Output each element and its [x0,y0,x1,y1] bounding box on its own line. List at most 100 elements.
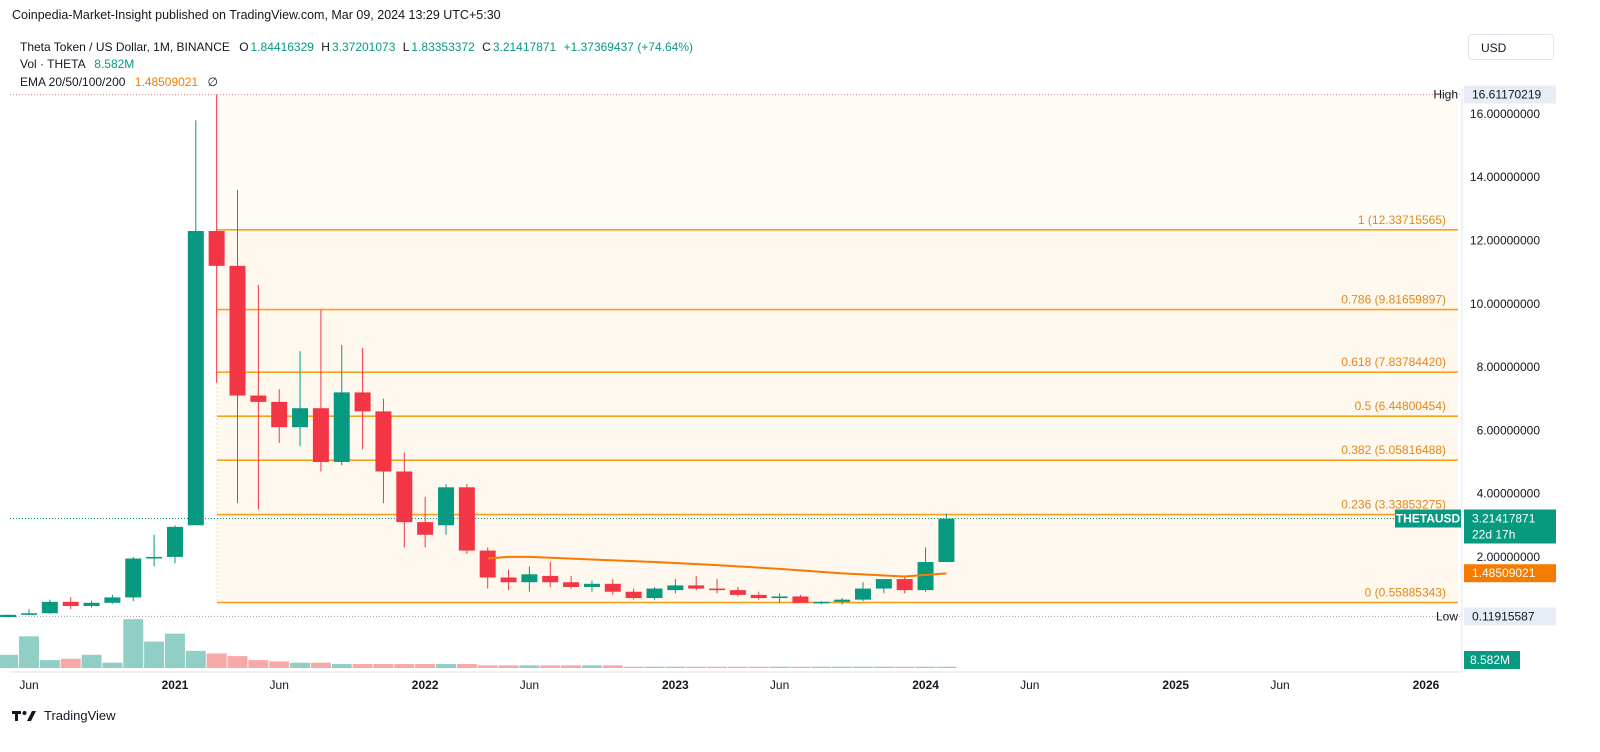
candle-body [604,583,621,592]
price-tick-label: 8.00000000 [1477,360,1541,374]
symbol-tag-label: THETAUSD [1396,512,1461,526]
volume-bar [185,650,206,668]
volume-bar [206,653,227,668]
time-tick-label: 2026 [1413,678,1440,692]
fib-level-label: 0.618 (7.83784420) [1341,355,1446,369]
candle-body [625,591,642,599]
time-tick-label: 2023 [662,678,689,692]
volume-bar [873,666,894,668]
symbol-tag [1395,509,1461,528]
fib-level-label: 0.236 (3.33853275) [1341,498,1446,512]
volume-bar [415,664,436,668]
volume-bar [790,666,811,668]
time-tick-label: 2025 [1162,678,1189,692]
volume-bar [394,664,415,668]
ema-line [487,555,947,578]
ema-price-value: 1.48509021 [1472,566,1536,580]
candle-body [792,596,809,603]
last-price-tag [1464,509,1556,544]
candle-body [521,574,538,583]
volume-bar [227,656,248,668]
candle-body [771,596,788,599]
candle-body [21,613,37,615]
volume-bar [561,665,582,668]
candle-body [813,601,830,604]
volume-bar [686,666,707,668]
candle-body [62,601,79,606]
volume-bar [769,666,790,668]
high-label: H [321,40,330,54]
fib-level-label: 0.382 (5.05816488) [1341,443,1446,457]
candle-body [83,602,100,606]
candle-body [875,579,892,589]
price-tick-label: 16.00000000 [1470,107,1540,121]
fib-level-label: 0.786 (9.81659897) [1341,293,1446,307]
volume-bar [0,654,19,668]
candle-body [333,392,350,462]
candle-body [312,408,329,462]
volume-bar [540,665,561,668]
volume-bar [60,658,81,668]
volume-legend[interactable]: Vol · THETA 8.582M [20,57,134,71]
volume-bar [456,664,477,668]
candle-body [646,588,663,599]
candle-body [563,582,580,587]
ema-value: 1.48509021 [134,75,199,89]
symbol-ohlc-legend[interactable]: Theta Token / US Dollar, 1M, BINANCE O 1.… [20,40,693,54]
currency-button[interactable]: USD [1468,34,1554,60]
ema-legend[interactable]: EMA 20/50/100/200 1.48509021 ∅ [20,75,218,89]
high-price-tag [1464,85,1556,104]
candle-body [458,487,475,551]
candle-body [375,411,392,472]
high-value: 3.37201073 [331,40,396,54]
close-value: 3.21417871 [492,40,557,54]
volume-bar [936,666,957,668]
volume-bar [164,633,185,668]
volume-bar [581,665,602,668]
open-label: O [239,40,249,54]
high-price-value: 16.61170219 [1472,88,1542,102]
price-tick-label: 2.00000000 [1477,550,1541,564]
open-value: 1.84416329 [250,40,314,54]
fib-level-label: 1 (12.33715565) [1358,213,1446,227]
time-tick-label: 2021 [162,678,189,692]
candle-body [750,594,767,599]
high-label: High [1433,88,1458,102]
volume-bar [602,665,623,668]
last-price-value: 3.21417871 [1472,512,1536,526]
candle-body [438,487,454,526]
price-tick-label: 4.00000000 [1477,487,1541,501]
time-tick-label: Jun [1270,678,1289,692]
time-tick-label: Jun [270,678,289,692]
time-tick-label: Jun [770,678,789,692]
time-tick-label: 2024 [912,678,939,692]
fib-extension-shade [217,94,1458,230]
volume-bar [811,666,832,668]
candle-body [104,597,121,603]
ema-price-tag [1464,564,1556,583]
footer-brand: TradingView [44,708,116,723]
volume-bar [144,641,165,668]
volume-bar [436,664,456,668]
candle-body [166,526,183,557]
candle-body [729,590,746,595]
candle-body [146,556,163,559]
price-tick-label: 12.00000000 [1470,234,1540,248]
candle-body [417,522,434,535]
candle-body [271,401,288,428]
volume-value: 8.582M [94,57,135,71]
volume-bar [331,664,352,668]
volume-bar [498,665,519,668]
volume-bar [727,666,748,668]
volume-bar [832,666,853,668]
candle-body [709,588,726,591]
change-value: +1.37369437 (+74.64%) [563,40,694,54]
low-label: L [402,40,410,54]
symbol-name[interactable]: Theta Token / US Dollar, 1M, BINANCE [20,40,230,54]
footer: TradingView [12,708,116,723]
candle-body [208,231,225,266]
candle-body [396,471,413,523]
candle-body [542,575,559,583]
time-tick-label: 2022 [412,678,439,692]
